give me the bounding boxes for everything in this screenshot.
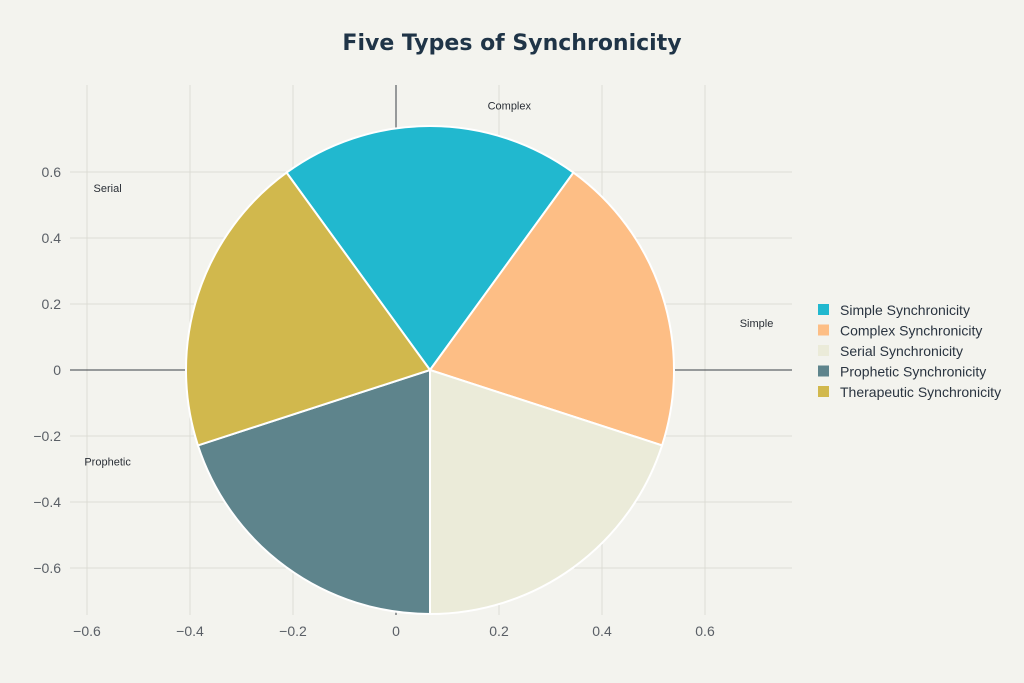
- x-tick-label: −0.4: [176, 623, 204, 639]
- legend-entry: Simple Synchronicity: [840, 302, 970, 318]
- x-tick-label: 0: [392, 623, 400, 639]
- legend-swatch: [818, 304, 829, 315]
- pie-slices: [185, 125, 675, 616]
- legend-swatch: [818, 386, 829, 397]
- annotations: Complex Serial Simple Prophetic: [84, 100, 773, 468]
- x-tick-label: −0.6: [73, 623, 101, 639]
- slice-prophetic: [196, 368, 431, 616]
- x-tick-label: 0.6: [695, 623, 715, 639]
- annotation-label: Prophetic: [84, 457, 131, 469]
- slice-therapeutic: [185, 171, 432, 447]
- x-tick-label: 0.4: [592, 623, 612, 639]
- legend-swatch: [818, 324, 829, 336]
- annotation-label: Serial: [94, 183, 122, 195]
- y-tick-label: −0.6: [33, 560, 61, 576]
- y-tick-label: −0.2: [33, 428, 61, 444]
- y-tick-label: −0.4: [33, 494, 61, 510]
- legend-entry: Prophetic Synchronicity: [840, 364, 986, 380]
- y-tick-label: 0.4: [42, 230, 62, 246]
- annotation-label: Simple: [740, 318, 774, 330]
- legend-entry: Therapeutic Synchronicity: [840, 384, 1001, 400]
- slice-complex: [428, 171, 675, 447]
- axes: −0.6 −0.4 −0.2 0 0.2 0.4 0.6 0.6 0.4 0.2 0 −0.2 −0.4…: [33, 85, 792, 639]
- x-tick-label: −0.2: [279, 623, 307, 639]
- x-tick-label: 0.2: [489, 623, 509, 639]
- legend-swatch: [818, 345, 829, 356]
- y-tick-label: 0.2: [42, 296, 62, 312]
- legend: Simple Synchronicity Complex Synchronicit…: [818, 302, 1001, 400]
- legend-entry: Serial Synchronicity: [840, 343, 963, 359]
- slice-simple: [285, 125, 575, 372]
- chart-title: Five Types of Synchronicity: [342, 31, 681, 56]
- legend-swatch: [818, 365, 829, 377]
- y-tick-label: 0: [53, 362, 61, 378]
- y-tick-label: 0.6: [42, 164, 62, 180]
- legend-entry: Complex Synchronicity: [840, 323, 982, 339]
- slice-serial: [429, 368, 664, 616]
- annotation-label: Complex: [488, 100, 532, 112]
